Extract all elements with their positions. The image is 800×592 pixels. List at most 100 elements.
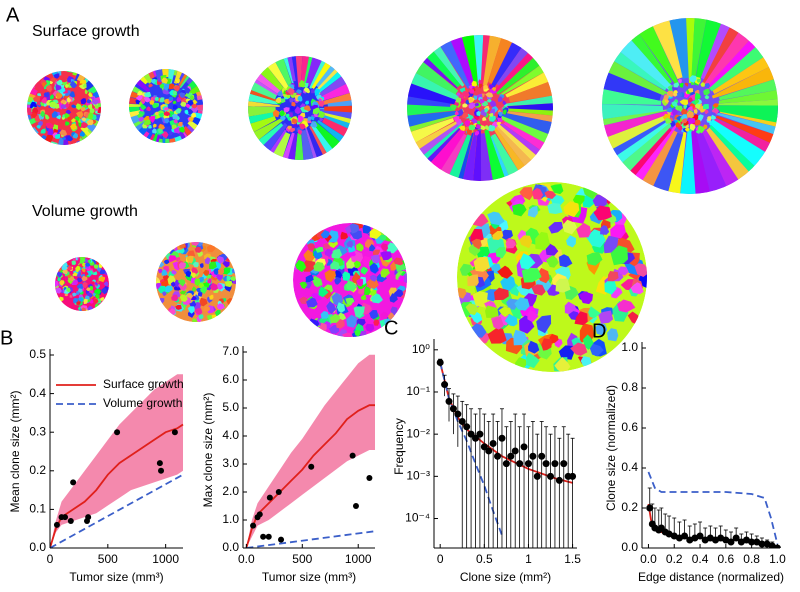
clone-blob [398, 275, 405, 282]
clone-blob [179, 262, 186, 270]
clone-blob [191, 295, 197, 301]
clone-blob [502, 100, 507, 106]
data-point [67, 517, 74, 524]
clone-sector [605, 114, 670, 150]
clone-sector [709, 45, 765, 92]
clone-blob [30, 101, 37, 109]
row-title: Surface growth [32, 23, 140, 40]
clone-sector [492, 126, 526, 172]
clone-blob [320, 230, 330, 239]
clone-sector [491, 133, 520, 177]
clone-blob [634, 263, 647, 277]
clone-blob [373, 319, 380, 326]
clone-blob [178, 122, 183, 127]
clone-blob [72, 279, 78, 286]
clone-blob [162, 88, 170, 95]
clone-blob [191, 286, 197, 292]
clone-sector [318, 92, 352, 106]
clone-blob [283, 107, 290, 113]
clone-sector [457, 130, 475, 181]
clone-sector [169, 138, 176, 143]
data-point [366, 475, 373, 481]
clone-blob [380, 268, 390, 278]
clone-blob [297, 114, 304, 123]
data-point [485, 447, 493, 455]
clone-blob [513, 329, 528, 346]
clone-sector [268, 129, 287, 155]
clone-blob [200, 286, 207, 294]
data-point [349, 452, 356, 459]
x-tick-label: 0.8 [743, 552, 760, 566]
clone-blob [94, 104, 99, 109]
clone-blob [148, 124, 152, 129]
clone-blob [294, 106, 302, 115]
clone-blob [342, 332, 352, 337]
clone-blob [60, 99, 66, 104]
clone-blob [71, 118, 76, 123]
clone-blob [489, 115, 496, 122]
clone-blob [345, 297, 355, 306]
clone-blob [163, 83, 170, 91]
clone-blob [103, 281, 109, 287]
clone-blob [473, 256, 490, 272]
clone-blob [41, 97, 47, 104]
clone-blob [370, 254, 380, 264]
clone-blob [364, 286, 371, 296]
clone-blob [369, 244, 376, 252]
clone-blob [504, 314, 518, 327]
clone-blob [173, 127, 181, 134]
clone-blob [187, 100, 194, 106]
data-point [449, 405, 457, 413]
plot-area [50, 374, 184, 548]
confidence-band [50, 374, 183, 548]
clone-blob [607, 271, 619, 282]
clone-blob [356, 278, 363, 287]
clone-blob [326, 301, 337, 314]
data-point [308, 463, 315, 470]
clone-blob [310, 116, 315, 121]
clone-sector [685, 18, 695, 84]
clone-blob [372, 249, 380, 256]
data-point [265, 533, 272, 540]
clone-blob [80, 98, 87, 105]
clone-sector [484, 129, 506, 181]
clone-blob [465, 303, 479, 316]
clone-blob [172, 90, 177, 96]
data-point [732, 534, 740, 542]
clone-blob [99, 269, 106, 275]
clone-blob [673, 82, 679, 88]
tumor [27, 71, 101, 145]
clone-sector [305, 56, 323, 87]
clone-blob [369, 274, 378, 282]
clone-blob [324, 269, 336, 283]
clone-sector [315, 75, 348, 100]
clone-sector [712, 111, 778, 135]
clone-sector [311, 60, 332, 90]
clone-blob [695, 103, 701, 110]
clone-blob [148, 83, 153, 88]
clone-blob [346, 314, 357, 328]
clone-sector [602, 71, 662, 101]
data-point [260, 533, 267, 540]
clone-blob [334, 276, 342, 285]
clone-blob [66, 274, 71, 279]
data-point [529, 452, 537, 460]
clone-sector [705, 39, 757, 91]
clone-blob [209, 294, 214, 300]
clone-sector [417, 121, 462, 157]
data-point [156, 460, 163, 467]
x-tick-label: 0 [437, 552, 444, 566]
clone-sector [499, 64, 546, 97]
y-axis-title: Mean clone size (mm²) [8, 390, 22, 512]
clone-blob [366, 278, 379, 289]
y-axis-title: Clone size (normalized) [604, 385, 618, 511]
clone-blob [218, 268, 224, 276]
clone-sector [248, 100, 280, 108]
clone-blob [548, 221, 563, 234]
clone-blob [563, 201, 580, 218]
clone-blob [179, 294, 188, 302]
clone-blob [312, 107, 321, 115]
data-point [727, 538, 735, 546]
clone-sector [57, 71, 62, 76]
y-tick-label: 0.4 [621, 460, 638, 474]
